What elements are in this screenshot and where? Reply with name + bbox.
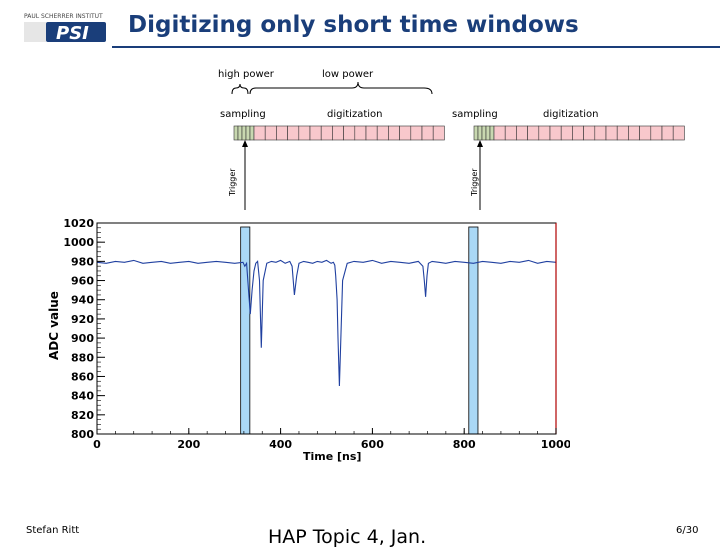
series-line-1 <box>96 259 557 387</box>
digitization-cell <box>264 125 277 141</box>
y-tick-label: 980 <box>71 255 94 268</box>
sampling-cell <box>233 125 239 141</box>
adc-plot: 0 200 400 600 800 1000 800 820 840 860 880 900 920 94… <box>40 210 572 470</box>
cell-strip-2 <box>473 125 685 141</box>
digitization-cell <box>639 125 652 141</box>
sampling-cell <box>481 125 487 141</box>
digitization-cell <box>343 125 356 141</box>
digitization-cell <box>672 125 685 141</box>
y-tick-label: 1000 <box>63 236 94 249</box>
y-tick-label: 960 <box>71 275 94 288</box>
brace-low-power <box>249 81 433 95</box>
digitization-cell <box>661 125 674 141</box>
sampling-cell <box>473 125 479 141</box>
brace-high-power <box>231 83 249 95</box>
digitization-cell <box>421 125 434 141</box>
digitization-cell <box>594 125 607 141</box>
y-tick-label: 920 <box>71 313 94 326</box>
trigger-arrowhead-2 <box>477 140 483 147</box>
digitization-cell <box>320 125 333 141</box>
segment-label-sampling-2: sampling <box>452 109 498 120</box>
digitization-cell <box>365 125 378 141</box>
digitization-cell <box>583 125 596 141</box>
y-tick-label: 840 <box>71 390 94 403</box>
y-tick-label: 860 <box>71 370 94 383</box>
digitization-cell <box>527 125 540 141</box>
digitization-cell <box>616 125 629 141</box>
slide-title: Digitizing only short time windows <box>128 12 579 38</box>
logo-text-top: PAUL SCHERRER INSTITUT <box>24 13 103 20</box>
timing-diagram: high power low power sampling digitizati… <box>0 60 720 230</box>
x-tick-label: 400 <box>269 438 292 451</box>
page-number: 6/30 <box>676 525 699 536</box>
logo-text-main: PSI <box>56 23 89 44</box>
x-axis-label: Time [ns] <box>303 450 361 463</box>
y-axis-label: ADC value <box>47 291 61 360</box>
digitization-cell <box>298 125 311 141</box>
trigger-label-2: Trigger <box>470 168 479 197</box>
digitization-cell <box>572 125 584 141</box>
sampling-cell <box>237 125 243 141</box>
sampling-cell <box>477 125 483 141</box>
segment-label-sampling-1: sampling <box>220 109 266 120</box>
x-tick-label: 800 <box>453 438 476 451</box>
x-tick-label: 600 <box>361 438 384 451</box>
digitization-cell <box>399 125 412 141</box>
digitization-cell <box>410 125 423 141</box>
y-tick-label: 880 <box>71 351 94 364</box>
psi-logo: PAUL SCHERRER INSTITUT PSI <box>22 10 110 46</box>
digitization-cell <box>605 125 618 141</box>
title-underline <box>112 46 720 48</box>
digitization-cell <box>560 125 573 141</box>
digitization-cell <box>332 125 344 141</box>
sampling-cell <box>241 125 247 141</box>
digitization-cell <box>376 125 389 141</box>
digitization-cell <box>309 125 322 141</box>
digitization-cell <box>354 125 367 141</box>
footer-author: Stefan Ritt <box>26 525 80 536</box>
digitization-cell <box>504 125 517 141</box>
y-tick-label: 1020 <box>63 217 94 230</box>
y-tick-label: 800 <box>71 428 94 441</box>
trigger-arrowhead-1 <box>242 140 248 147</box>
digitization-cell <box>538 125 551 141</box>
sampling-cell <box>249 125 255 141</box>
digitization-cell <box>276 125 288 141</box>
sampling-cell <box>489 125 495 141</box>
cell-strip-1 <box>233 125 445 141</box>
digitization-cell <box>516 125 528 141</box>
trigger-label-1: Trigger <box>228 168 237 197</box>
y-tick-label: 940 <box>71 294 94 307</box>
sampling-cell <box>245 125 251 141</box>
x-tick-label: 200 <box>177 438 200 451</box>
digitization-cell <box>432 125 445 141</box>
brace-label-low-power: low power <box>322 69 374 80</box>
sampling-window-1 <box>240 226 251 435</box>
digitization-cell <box>650 125 663 141</box>
sampling-cell <box>485 125 491 141</box>
footer-event: HAP Topic 4, Jan. <box>268 526 427 548</box>
digitization-cell <box>628 125 640 141</box>
segment-label-digitization-2: digitization <box>543 109 598 120</box>
y-tick-label: 900 <box>71 332 94 345</box>
segment-label-digitization-1: digitization <box>327 109 382 120</box>
x-tick-label: 0 <box>93 438 101 451</box>
y-tick-label: 820 <box>71 409 94 422</box>
sampling-window-2 <box>468 226 479 435</box>
digitization-cell <box>493 125 506 141</box>
brace-label-high-power: high power <box>218 69 275 80</box>
digitization-cell <box>253 125 266 141</box>
digitization-cell <box>287 125 300 141</box>
digitization-cell <box>549 125 562 141</box>
x-tick-label: 1000 <box>541 438 570 451</box>
digitization-cell <box>388 125 400 141</box>
